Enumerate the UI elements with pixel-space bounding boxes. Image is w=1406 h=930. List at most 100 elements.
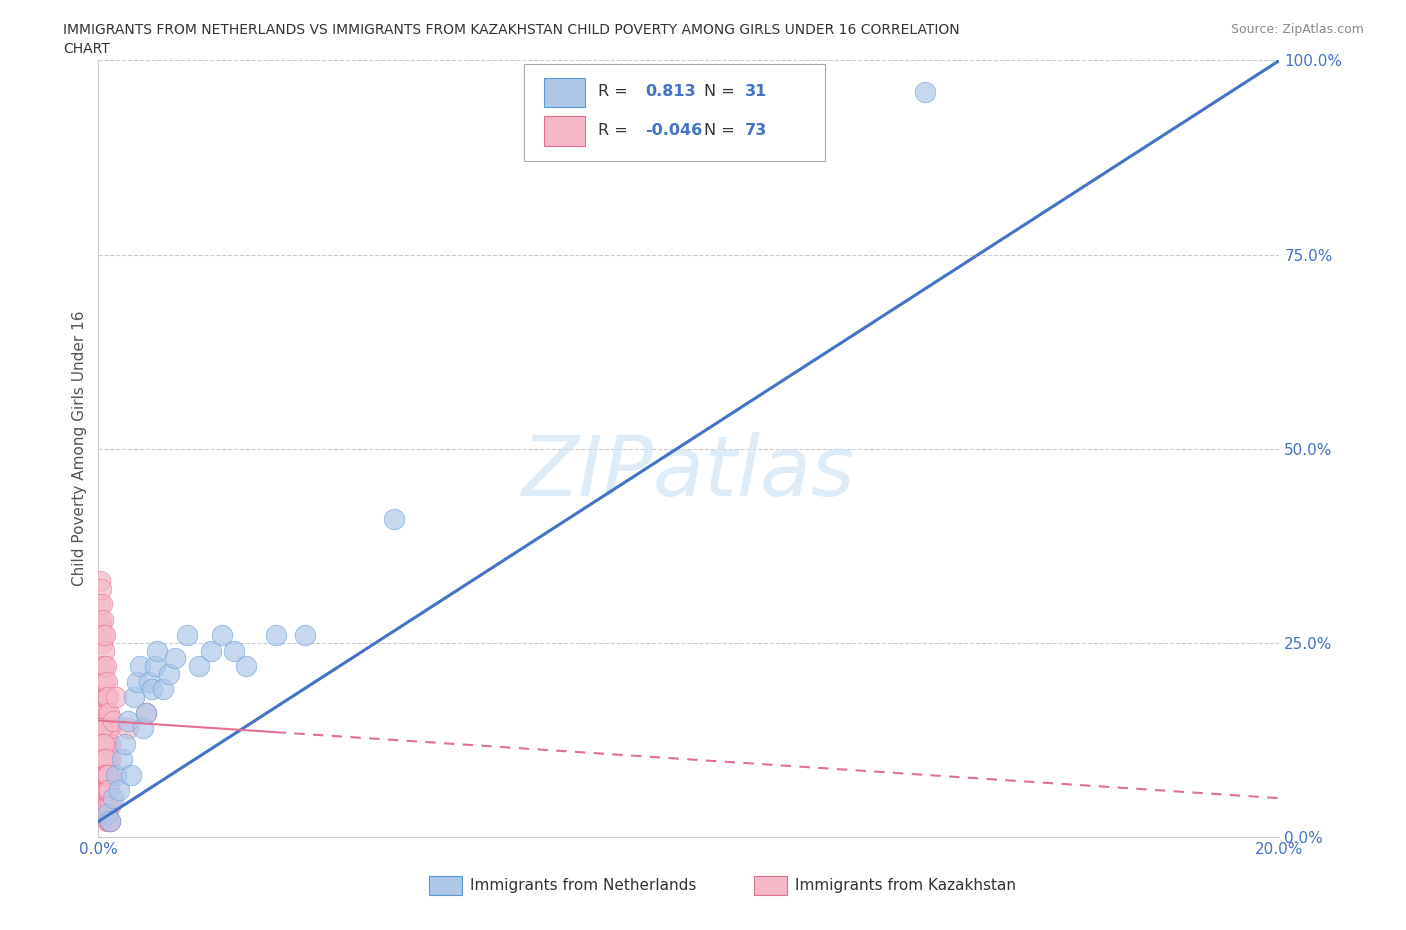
Text: 31: 31 bbox=[744, 84, 766, 99]
Point bbox=[96, 767, 118, 782]
Point bbox=[125, 674, 148, 689]
Point bbox=[89, 751, 111, 766]
Point bbox=[146, 644, 169, 658]
Point bbox=[108, 783, 131, 798]
Point bbox=[235, 658, 257, 673]
Point bbox=[94, 799, 117, 814]
Point bbox=[97, 799, 120, 814]
Point bbox=[91, 721, 114, 736]
Point bbox=[97, 767, 120, 782]
Point bbox=[103, 790, 125, 805]
Point bbox=[94, 628, 117, 643]
Point bbox=[96, 806, 118, 821]
Point bbox=[94, 658, 117, 673]
Point bbox=[120, 767, 142, 782]
Text: IMMIGRANTS FROM NETHERLANDS VS IMMIGRANTS FROM KAZAKHSTAN CHILD POVERTY AMONG GI: IMMIGRANTS FROM NETHERLANDS VS IMMIGRANT… bbox=[63, 23, 960, 37]
Point bbox=[98, 721, 121, 736]
Point bbox=[200, 644, 222, 658]
Text: ZIPatlas: ZIPatlas bbox=[522, 432, 856, 512]
Point bbox=[91, 783, 114, 798]
Point bbox=[93, 644, 115, 658]
Point bbox=[264, 628, 287, 643]
Point bbox=[382, 512, 405, 526]
Point bbox=[90, 721, 112, 736]
Point bbox=[96, 783, 118, 798]
Point bbox=[138, 674, 160, 689]
Point bbox=[98, 705, 121, 720]
Y-axis label: Child Poverty Among Girls Under 16: Child Poverty Among Girls Under 16 bbox=[72, 311, 87, 587]
Point bbox=[98, 737, 121, 751]
FancyBboxPatch shape bbox=[754, 876, 787, 896]
Point bbox=[91, 751, 114, 766]
Point bbox=[122, 690, 145, 705]
Point bbox=[94, 674, 117, 689]
Point bbox=[96, 737, 118, 751]
Point bbox=[91, 612, 114, 627]
Point bbox=[165, 651, 187, 666]
Point bbox=[157, 667, 180, 682]
Point bbox=[90, 620, 112, 635]
Point bbox=[98, 799, 121, 814]
Point bbox=[105, 767, 128, 782]
Point bbox=[152, 682, 174, 697]
Point bbox=[98, 751, 121, 766]
FancyBboxPatch shape bbox=[429, 876, 463, 896]
Point bbox=[96, 721, 118, 736]
Text: 73: 73 bbox=[744, 123, 766, 138]
Text: N =: N = bbox=[704, 123, 740, 138]
Point bbox=[187, 658, 209, 673]
Point bbox=[94, 721, 117, 736]
Point bbox=[141, 682, 163, 697]
Point bbox=[91, 635, 114, 650]
Point bbox=[94, 690, 117, 705]
Point bbox=[93, 658, 115, 673]
Point bbox=[89, 737, 111, 751]
Text: -0.046: -0.046 bbox=[645, 123, 703, 138]
Point bbox=[98, 767, 121, 782]
Text: 0.813: 0.813 bbox=[645, 84, 696, 99]
Point bbox=[98, 814, 121, 829]
Text: Immigrants from Netherlands: Immigrants from Netherlands bbox=[471, 878, 697, 893]
Point bbox=[91, 737, 114, 751]
Point bbox=[91, 597, 114, 612]
Point bbox=[114, 737, 136, 751]
Point bbox=[91, 674, 114, 689]
Point bbox=[96, 690, 118, 705]
Point bbox=[98, 751, 121, 766]
Point bbox=[111, 751, 134, 766]
Text: R =: R = bbox=[598, 123, 633, 138]
Point bbox=[90, 612, 112, 627]
Point bbox=[132, 721, 155, 736]
Point bbox=[93, 751, 115, 766]
Point bbox=[224, 644, 246, 658]
Point bbox=[93, 783, 115, 798]
Point bbox=[98, 814, 121, 829]
Point bbox=[94, 751, 117, 766]
Point bbox=[93, 767, 115, 782]
Point bbox=[98, 783, 121, 798]
Point bbox=[90, 751, 112, 766]
Point bbox=[211, 628, 233, 643]
Text: Source: ZipAtlas.com: Source: ZipAtlas.com bbox=[1230, 23, 1364, 36]
FancyBboxPatch shape bbox=[523, 64, 825, 162]
Point bbox=[94, 783, 117, 798]
Point bbox=[97, 783, 120, 798]
Point bbox=[94, 799, 117, 814]
Point bbox=[91, 628, 114, 643]
Point bbox=[91, 767, 114, 782]
Point bbox=[914, 84, 936, 99]
Point bbox=[176, 628, 198, 643]
Point bbox=[97, 737, 120, 751]
Point bbox=[94, 767, 117, 782]
Point bbox=[117, 721, 139, 736]
Text: R =: R = bbox=[598, 84, 633, 99]
Point bbox=[97, 690, 120, 705]
Point bbox=[105, 690, 128, 705]
FancyBboxPatch shape bbox=[544, 77, 585, 107]
Point bbox=[103, 713, 125, 728]
Point bbox=[96, 814, 118, 829]
Point bbox=[94, 767, 117, 782]
Point bbox=[97, 814, 120, 829]
FancyBboxPatch shape bbox=[544, 116, 585, 146]
Point bbox=[90, 767, 112, 782]
